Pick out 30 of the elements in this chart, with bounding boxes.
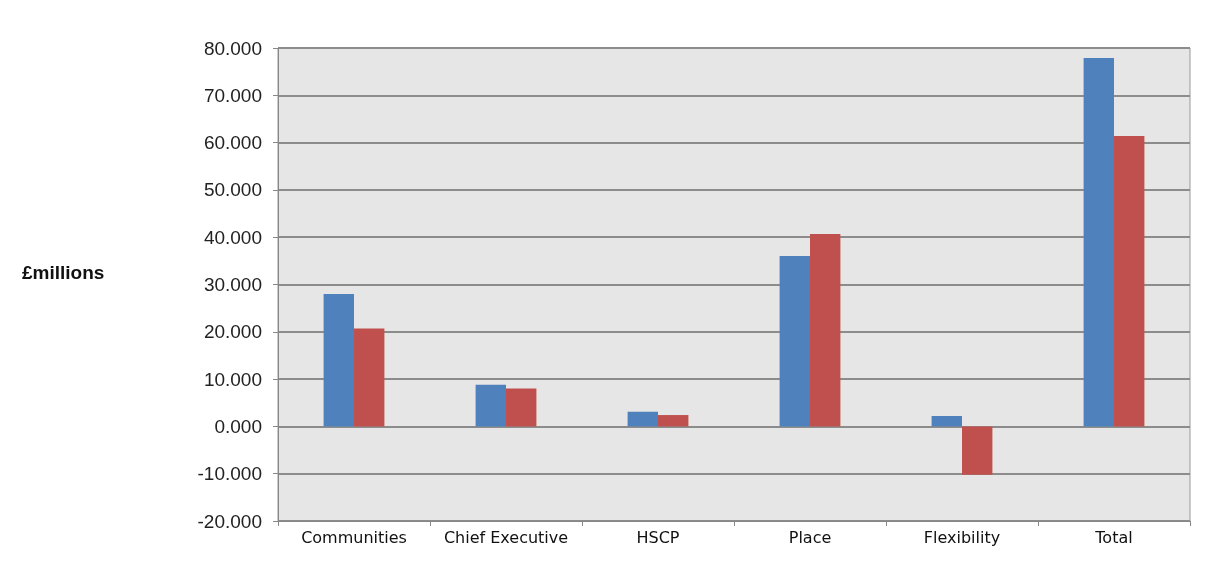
- bar: [1083, 57, 1114, 427]
- x-tick-label: Total: [1094, 527, 1133, 547]
- y-tick-label: 70.000: [203, 84, 262, 106]
- bar: [323, 293, 354, 427]
- y-tick-label: 10.000: [203, 368, 262, 390]
- y-tick-label: -10.000: [197, 463, 262, 485]
- bar: [1114, 135, 1145, 427]
- y-tick-label: 30.000: [203, 274, 262, 295]
- bar: [962, 426, 993, 475]
- bar: [506, 388, 537, 427]
- y-tick-label: 0.000: [214, 415, 262, 437]
- bar: [810, 233, 841, 427]
- bar: [658, 415, 689, 427]
- x-tick-label: Communities: [301, 527, 407, 547]
- y-axis-title: £millions: [22, 262, 105, 283]
- x-tick-label: Flexibility: [923, 527, 1001, 547]
- y-tick-label: -20.000: [197, 510, 262, 532]
- y-tick-label: 80.000: [203, 37, 262, 59]
- y-tick-label: 40.000: [203, 226, 262, 248]
- x-tick-label: Place: [788, 527, 832, 547]
- y-tick-label: 50.000: [203, 179, 262, 201]
- x-tick-label: HSCP: [636, 527, 680, 547]
- bar: [779, 256, 810, 427]
- bar: [627, 411, 658, 427]
- y-tick-label: 60.000: [203, 132, 262, 154]
- bar: [475, 384, 506, 427]
- bar: [354, 328, 385, 427]
- bar: [931, 415, 962, 427]
- y-tick-label: 20.000: [203, 321, 262, 343]
- x-tick-label: Chief Executive: [443, 527, 569, 547]
